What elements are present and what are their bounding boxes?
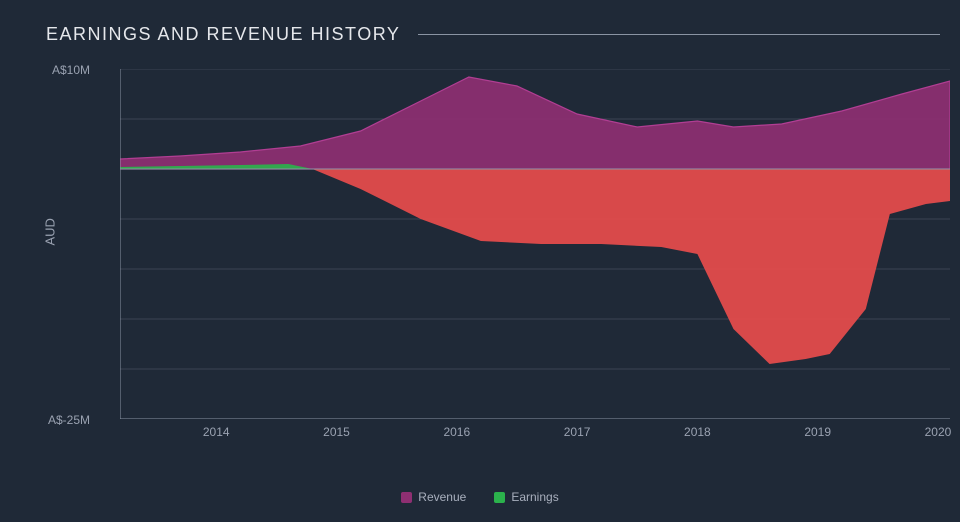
legend-label-revenue: Revenue xyxy=(418,490,466,504)
plot-region xyxy=(120,69,950,419)
y-tick-top: A$10M xyxy=(10,63,90,77)
legend-item-revenue: Revenue xyxy=(401,490,466,504)
title-row: EARNINGS AND REVENUE HISTORY xyxy=(20,24,940,45)
x-tick-label: 2017 xyxy=(564,425,591,439)
plot-svg xyxy=(120,69,950,419)
x-tick-label: 2018 xyxy=(684,425,711,439)
y-tick-bottom: A$-25M xyxy=(10,413,90,427)
legend-item-earnings: Earnings xyxy=(494,490,558,504)
title-divider xyxy=(418,34,940,35)
legend: Revenue Earnings xyxy=(0,490,960,504)
x-tick-label: 2015 xyxy=(323,425,350,439)
chart-title: EARNINGS AND REVENUE HISTORY xyxy=(46,24,400,45)
x-tick-label: 2016 xyxy=(443,425,470,439)
y-axis-label: AUD xyxy=(43,218,58,245)
chart-container: EARNINGS AND REVENUE HISTORY A$10M A$-25… xyxy=(0,0,960,522)
x-axis-labels: 2014 2015 2016 2017 2018 2019 2020 xyxy=(120,425,950,443)
legend-label-earnings: Earnings xyxy=(511,490,558,504)
legend-swatch-revenue xyxy=(401,492,412,503)
legend-swatch-earnings xyxy=(494,492,505,503)
x-tick-label: 2020 xyxy=(925,425,952,439)
x-tick-label: 2014 xyxy=(203,425,230,439)
chart-area: A$10M A$-25M AUD 20142015201620172018201… xyxy=(20,63,940,463)
x-tick-label: 2019 xyxy=(804,425,831,439)
